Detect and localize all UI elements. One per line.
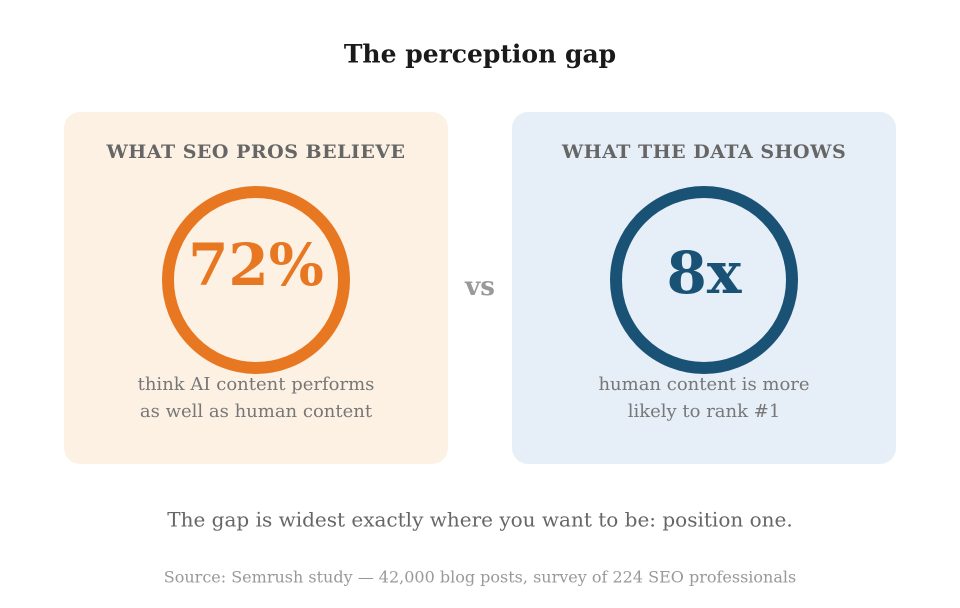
card-heading: WHAT THE DATA SHOWS <box>561 141 846 163</box>
stat-ring <box>162 186 350 374</box>
stat: 8x <box>667 239 742 307</box>
source-text: Source: Semrush study — 42,000 blog post… <box>164 568 796 587</box>
caption-line: human content is more <box>598 374 809 395</box>
title: The perception gap <box>344 40 616 69</box>
stat: 72% <box>188 231 324 299</box>
right-card <box>512 112 896 464</box>
card-heading: WHAT SEO PROS BELIEVE <box>105 141 405 163</box>
caption-line: likely to rank #1 <box>628 401 781 422</box>
vs-label: vs <box>464 272 495 302</box>
caption-line: think AI content performs <box>138 374 375 395</box>
caption-line: as well as human content <box>140 401 373 422</box>
stat-ring <box>610 186 798 374</box>
left-card <box>64 112 448 464</box>
footer-text: The gap is widest exactly where you want… <box>167 508 792 532</box>
